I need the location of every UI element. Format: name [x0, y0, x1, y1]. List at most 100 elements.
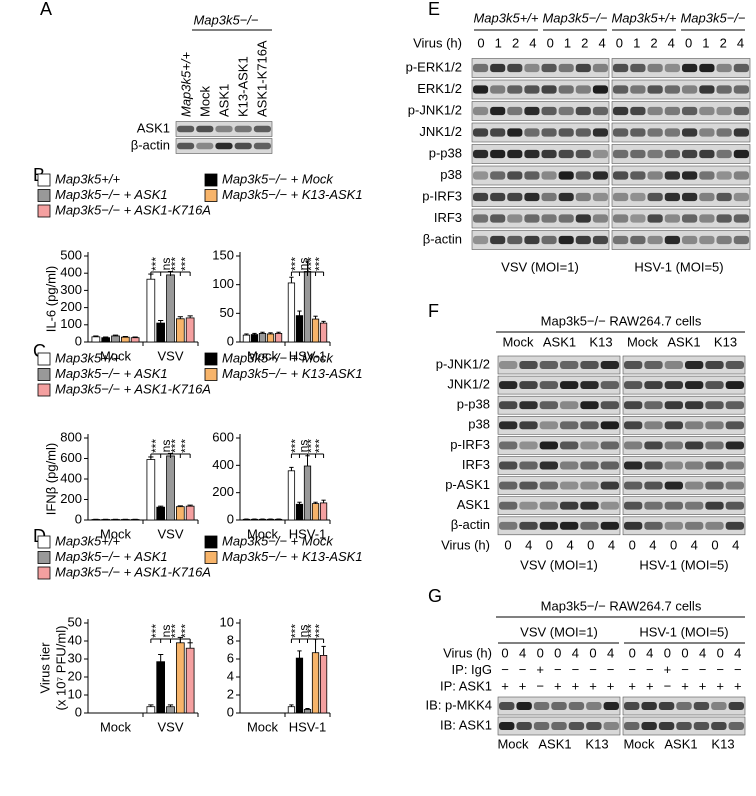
blot-band: [613, 192, 629, 202]
legend-label: Map3k5−/− + ASK1: [55, 549, 168, 564]
blot-band: [539, 481, 558, 490]
lane-value: +: [716, 678, 724, 693]
blot-band: [647, 85, 663, 94]
blot-band: [490, 214, 506, 223]
y-tick-label: 10: [220, 614, 234, 629]
legend-swatch: [204, 551, 218, 564]
time-label: 0: [711, 537, 718, 552]
blot-band: [253, 142, 271, 150]
blot-band: [507, 128, 523, 137]
blot-band: [664, 421, 683, 430]
blot-band: [664, 149, 680, 159]
lane-value: +: [554, 678, 562, 693]
row-label: IP: IgG: [452, 662, 492, 677]
group-label: ASK1: [538, 736, 571, 751]
bar: [91, 336, 101, 343]
blot-band: [705, 421, 724, 430]
legend-label: Map3k5−/− + K13-ASK1: [222, 549, 363, 564]
blot-band: [575, 171, 591, 180]
blot-band: [630, 171, 646, 180]
blot-band: [516, 702, 532, 710]
blot-strip: [471, 230, 610, 250]
significance-label: ***: [169, 439, 183, 453]
y-tick-label: 50: [68, 614, 82, 629]
blot-band: [685, 521, 704, 530]
y-tick-label: 200: [212, 484, 234, 499]
legend-label: Map3k5+/+: [55, 533, 120, 548]
blot-band: [641, 702, 657, 710]
bar: [250, 334, 259, 343]
blot-band: [664, 171, 680, 180]
significance-label: ***: [178, 439, 192, 453]
legend-swatch: [37, 173, 51, 187]
lane-label: Map3k5+/+: [178, 52, 193, 117]
blot-band: [630, 63, 646, 73]
blot-band: [499, 421, 518, 430]
legend-swatch: [37, 383, 51, 397]
blot-band: [215, 142, 233, 150]
blot-band: [624, 702, 640, 710]
blot-band: [507, 149, 523, 159]
time-label: 4: [529, 35, 536, 50]
time-label: 0: [546, 537, 553, 552]
blot-band: [539, 441, 558, 450]
blot-band: [624, 461, 643, 470]
blot-band: [685, 401, 704, 410]
blot-strip: [611, 230, 751, 250]
blot-band: [539, 421, 558, 430]
time-label: 0: [629, 537, 636, 552]
blot-band: [699, 128, 715, 137]
blot-band: [716, 85, 732, 94]
x-tick-label: Mock: [247, 526, 279, 541]
blot-strip: [611, 101, 751, 121]
blot-strip: [611, 58, 751, 78]
condition-label: HSV-1 (MOI=5): [639, 557, 728, 572]
row-label: p-p38: [457, 397, 490, 412]
blot-band: [682, 128, 698, 137]
blot-strip: [622, 476, 746, 495]
x-tick-label: Mock: [100, 719, 132, 734]
blot-band: [716, 214, 732, 223]
significance-label: ***: [289, 624, 303, 638]
blot-band: [613, 235, 629, 245]
blot-band: [644, 401, 663, 410]
blot-band: [580, 381, 599, 390]
lane-value: 0: [681, 645, 688, 660]
y-tick-label: 100: [60, 316, 82, 331]
blot-band: [575, 63, 591, 73]
blot-band: [664, 441, 683, 450]
significance-label: ns: [159, 258, 173, 271]
y-tick-label: 0: [75, 704, 82, 719]
legend-label: Map3k5−/− + K13-ASK1: [222, 187, 363, 202]
blot-band: [664, 192, 680, 202]
blot-band: [728, 702, 744, 710]
blot-strip: [611, 187, 751, 207]
significance-label: ***: [178, 257, 192, 271]
blot-band: [473, 192, 489, 202]
row-label: p38: [440, 167, 462, 182]
y-tick-label: 0: [75, 333, 82, 348]
group-label: Map3k5−/−: [542, 10, 607, 25]
blot-band: [664, 214, 680, 223]
blot-band: [558, 149, 574, 159]
blot-band: [539, 361, 558, 369]
lane-value: +: [519, 678, 527, 693]
time-label: 4: [608, 537, 615, 552]
blot-band: [647, 106, 663, 116]
bar: [319, 322, 328, 343]
significance-label: ns: [159, 625, 173, 638]
blot-band: [630, 235, 646, 245]
blot-band: [664, 461, 683, 470]
y-tick-label: 400: [212, 457, 234, 472]
x-tick-label: Mock: [247, 348, 279, 363]
panel-label: A: [40, 0, 52, 19]
blot-strip: [471, 208, 610, 229]
blot-band: [541, 192, 557, 202]
y-tick-label: 200: [60, 491, 82, 506]
bar: [91, 519, 101, 521]
y-tick-label: 50: [220, 305, 234, 320]
blot-band: [541, 149, 557, 159]
row-label: ERK1/2: [417, 81, 462, 96]
blot-band: [575, 214, 591, 223]
